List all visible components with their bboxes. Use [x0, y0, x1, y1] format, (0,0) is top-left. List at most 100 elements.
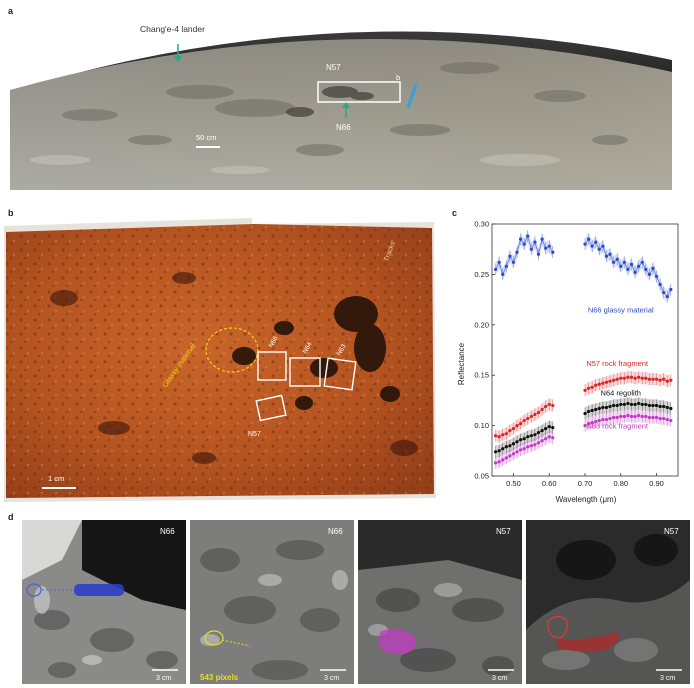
data-point	[508, 429, 512, 433]
n57-label-b: N57	[248, 431, 261, 438]
data-point	[669, 287, 673, 292]
data-point	[669, 378, 673, 382]
data-point	[533, 433, 537, 437]
y-tick-label: 0.30	[474, 220, 489, 229]
data-point	[526, 234, 530, 238]
panel-label-a: a	[8, 6, 14, 16]
data-point	[619, 376, 623, 380]
data-point	[637, 401, 641, 406]
data-point	[511, 260, 516, 264]
scale-label-a: 50 cm	[196, 133, 216, 142]
x-axis-label: Wavelength (μm)	[556, 495, 617, 504]
data-point	[626, 267, 630, 271]
data-point	[612, 378, 616, 382]
data-point	[519, 237, 523, 241]
box-b-label: b	[396, 73, 400, 82]
data-point	[651, 403, 655, 408]
data-point	[504, 456, 508, 460]
data-point	[633, 376, 637, 380]
data-point	[629, 402, 634, 407]
panel-label-c: c	[452, 208, 458, 218]
data-point	[540, 237, 544, 241]
data-point	[633, 402, 637, 407]
x-tick-label: 0.90	[649, 479, 664, 488]
data-point	[526, 416, 530, 421]
box-n63	[323, 357, 357, 391]
data-point	[658, 416, 662, 421]
data-point	[583, 388, 587, 392]
data-point	[669, 418, 673, 423]
thumbnail-2: N66 543 pixels 3 cm	[190, 520, 354, 684]
data-point	[604, 380, 609, 384]
data-point	[608, 379, 612, 383]
data-point	[544, 437, 548, 441]
data-point	[586, 421, 591, 426]
data-point	[533, 412, 537, 417]
data-point	[629, 414, 634, 419]
thumbnail-1: N66 3 cm	[22, 520, 186, 684]
data-point	[536, 431, 541, 435]
data-point	[622, 402, 626, 407]
data-point	[640, 260, 644, 264]
data-point	[547, 425, 551, 429]
glassy-region-outline	[204, 630, 224, 646]
box-n66	[257, 351, 287, 381]
data-point	[647, 377, 651, 381]
n63-region-marker	[378, 628, 416, 655]
data-point	[604, 254, 609, 258]
data-point	[629, 262, 634, 266]
data-point	[551, 426, 555, 430]
data-point	[640, 402, 644, 407]
data-point	[536, 441, 541, 445]
data-point	[647, 415, 651, 420]
data-point	[529, 414, 533, 419]
thumbnail-strip: N66 3 cm N66 543 pixels 3 cm	[22, 520, 690, 686]
data-point	[601, 381, 605, 385]
data-point	[619, 264, 623, 268]
data-point	[608, 404, 612, 409]
series-1	[493, 230, 673, 303]
data-point	[586, 386, 591, 390]
data-point	[612, 403, 616, 408]
data-point	[665, 294, 669, 299]
data-point	[604, 417, 609, 422]
data-point	[608, 252, 612, 256]
data-point	[654, 403, 659, 408]
data-point	[529, 434, 533, 438]
reflectance-chart: 0.50 0.60 0.70 0.80 0.90 0.05 0.10 0.15 0.20 0.25…	[457, 220, 679, 504]
data-point	[608, 416, 612, 421]
x-tick-label: 0.60	[542, 479, 557, 488]
data-point	[493, 267, 498, 271]
data-point	[633, 270, 637, 274]
x-tick-label: 0.70	[578, 479, 593, 488]
lander-label: Chang'e-4 lander	[140, 24, 205, 34]
data-point	[583, 242, 587, 246]
data-point	[497, 260, 501, 264]
data-point	[622, 376, 626, 380]
data-point	[637, 375, 641, 379]
data-point	[590, 385, 594, 389]
data-point	[594, 383, 598, 387]
glassy-material-outline	[205, 327, 259, 373]
n66-label-a: N66	[336, 123, 351, 132]
data-point	[647, 272, 651, 276]
thumbnail-4: N57 3 cm	[526, 520, 690, 684]
data-point	[501, 447, 505, 451]
data-point	[504, 432, 508, 436]
data-point	[597, 382, 601, 386]
data-point	[654, 415, 659, 420]
data-point	[601, 417, 605, 422]
data-point	[644, 402, 648, 407]
data-point	[526, 445, 530, 449]
n66-region-outline-1	[26, 583, 42, 597]
data-point	[551, 436, 555, 440]
data-point	[536, 252, 541, 256]
data-point	[586, 237, 591, 241]
data-point	[654, 274, 659, 279]
data-point	[651, 377, 655, 381]
y-tick-label: 0.20	[474, 320, 489, 329]
thumbnail-3: N57 3 cm	[358, 520, 522, 684]
data-point	[594, 407, 598, 412]
data-point	[519, 448, 523, 452]
data-point	[511, 452, 516, 456]
